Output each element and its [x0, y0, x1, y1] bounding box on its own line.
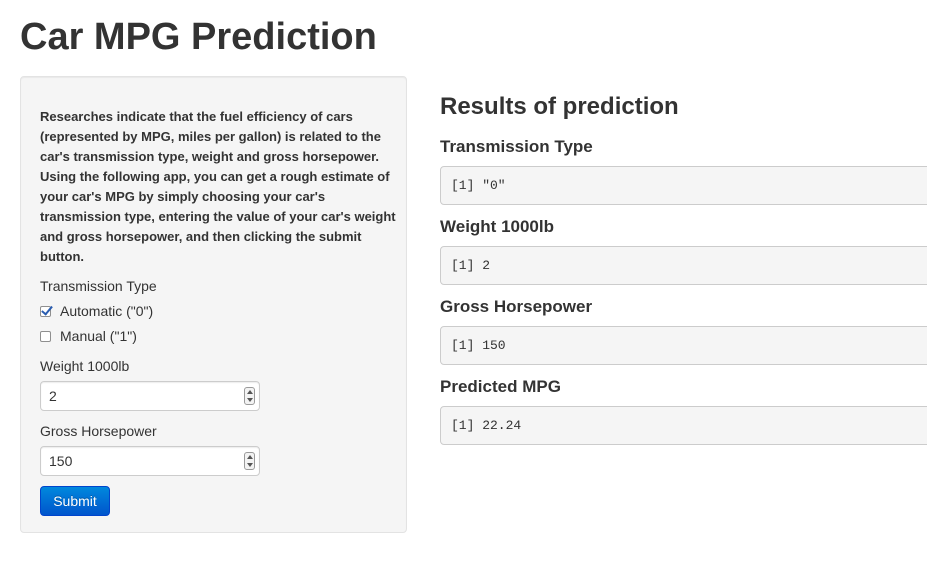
- result-horsepower-output: [1] 150: [440, 326, 927, 365]
- automatic-option[interactable]: Automatic ("0"): [40, 302, 153, 320]
- submit-button[interactable]: Submit: [40, 486, 110, 516]
- weight-input[interactable]: 2: [40, 381, 260, 411]
- result-transmission-output: [1] "0": [440, 166, 927, 205]
- result-weight-label: Weight 1000lb: [440, 217, 554, 236]
- manual-option-label: Manual ("1"): [60, 328, 137, 344]
- input-panel: Researches indicate that the fuel effici…: [20, 76, 407, 533]
- result-horsepower-value: [1] 150: [451, 338, 506, 353]
- result-mpg-value: [1] 22.24: [451, 418, 522, 433]
- horsepower-input-value: 150: [49, 453, 73, 469]
- results-title: Results of prediction: [440, 93, 679, 120]
- intro-text: Researches indicate that the fuel effici…: [40, 109, 396, 264]
- horsepower-input[interactable]: 150: [40, 446, 260, 476]
- transmission-label: Transmission Type: [40, 278, 157, 294]
- result-horsepower-label: Gross Horsepower: [440, 297, 593, 316]
- automatic-option-label: Automatic ("0"): [60, 303, 154, 319]
- page-title: Car MPG Prediction: [20, 16, 377, 58]
- horsepower-spinner[interactable]: [244, 452, 255, 470]
- result-weight-output: [1] 2: [440, 246, 927, 285]
- automatic-checkbox[interactable]: [40, 305, 51, 317]
- result-mpg-output: [1] 22.24: [440, 406, 927, 445]
- weight-spinner[interactable]: [244, 387, 255, 405]
- weight-label: Weight 1000lb: [40, 358, 130, 374]
- result-mpg-label: Predicted MPG: [440, 377, 561, 396]
- manual-checkbox[interactable]: [40, 330, 51, 342]
- result-transmission-value: [1] "0": [451, 178, 506, 193]
- weight-input-value: 2: [49, 388, 57, 404]
- result-weight-value: [1] 2: [451, 258, 491, 273]
- result-transmission-label: Transmission Type: [440, 137, 593, 156]
- manual-option[interactable]: Manual ("1"): [40, 327, 137, 345]
- horsepower-label: Gross Horsepower: [40, 423, 157, 439]
